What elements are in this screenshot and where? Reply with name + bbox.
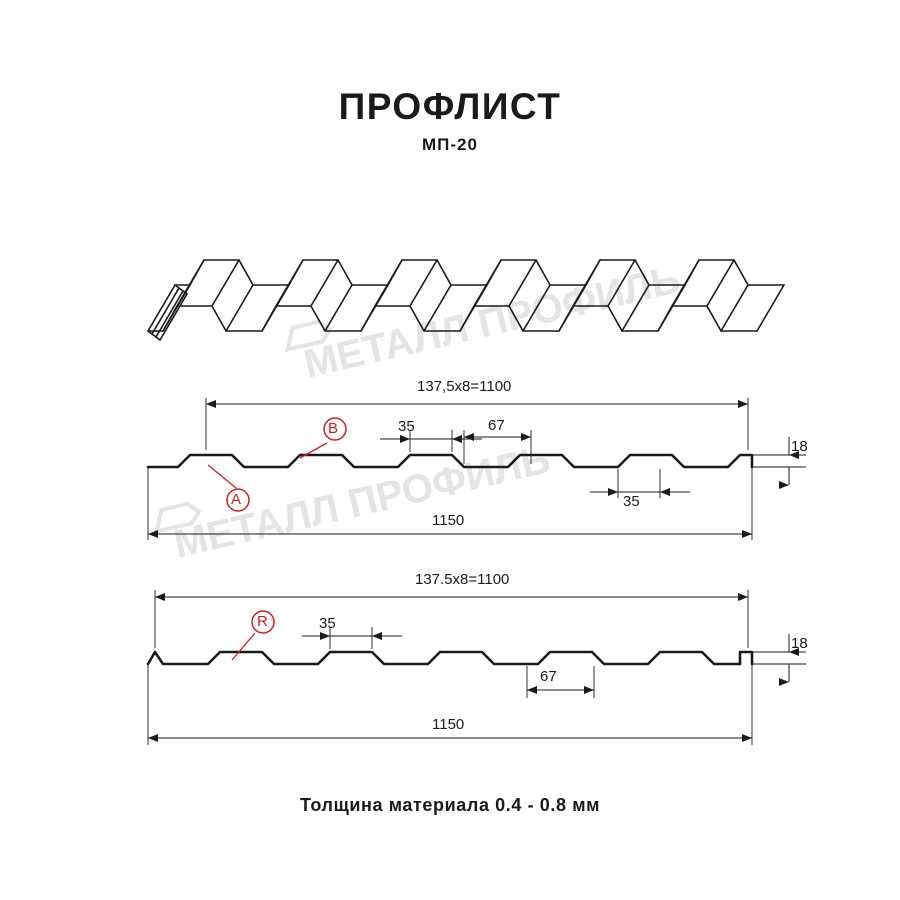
top-dimension-label-lower: 1150	[432, 512, 465, 529]
bottom-pitch-label-35: 35	[319, 615, 336, 632]
bottom-dimension-label-lower: 1150	[432, 716, 465, 733]
top-height-label: 18	[791, 438, 808, 455]
top-pitch-label-35a: 35	[398, 418, 415, 435]
material-thickness-note: Толщина материала 0.4 - 0.8 мм	[299, 795, 601, 815]
isometric-sheet-view	[147, 259, 785, 341]
watermark-logo-1	[284, 319, 333, 353]
top-pitch-label-67: 67	[488, 417, 505, 434]
top-pitch-label-35b: 35	[623, 493, 640, 510]
bottom-height-label: 18	[791, 635, 808, 652]
page-subtitle-model: МП-20	[422, 135, 478, 154]
profile-section-top	[146, 398, 806, 540]
callout-label-b: B	[328, 420, 339, 437]
callout-label-a: A	[231, 491, 242, 508]
top-dimension-label-upper: 137,5x8=1100	[417, 378, 512, 395]
page-title: ПРОФЛИСТ	[338, 86, 562, 127]
bottom-dimension-label-upper: 137.5x8=1100	[415, 571, 510, 588]
callout-label-r: R	[257, 613, 268, 630]
bottom-pitch-label-67: 67	[540, 668, 557, 685]
watermark-logo-2	[153, 501, 202, 535]
profile-section-bottom	[146, 590, 806, 745]
